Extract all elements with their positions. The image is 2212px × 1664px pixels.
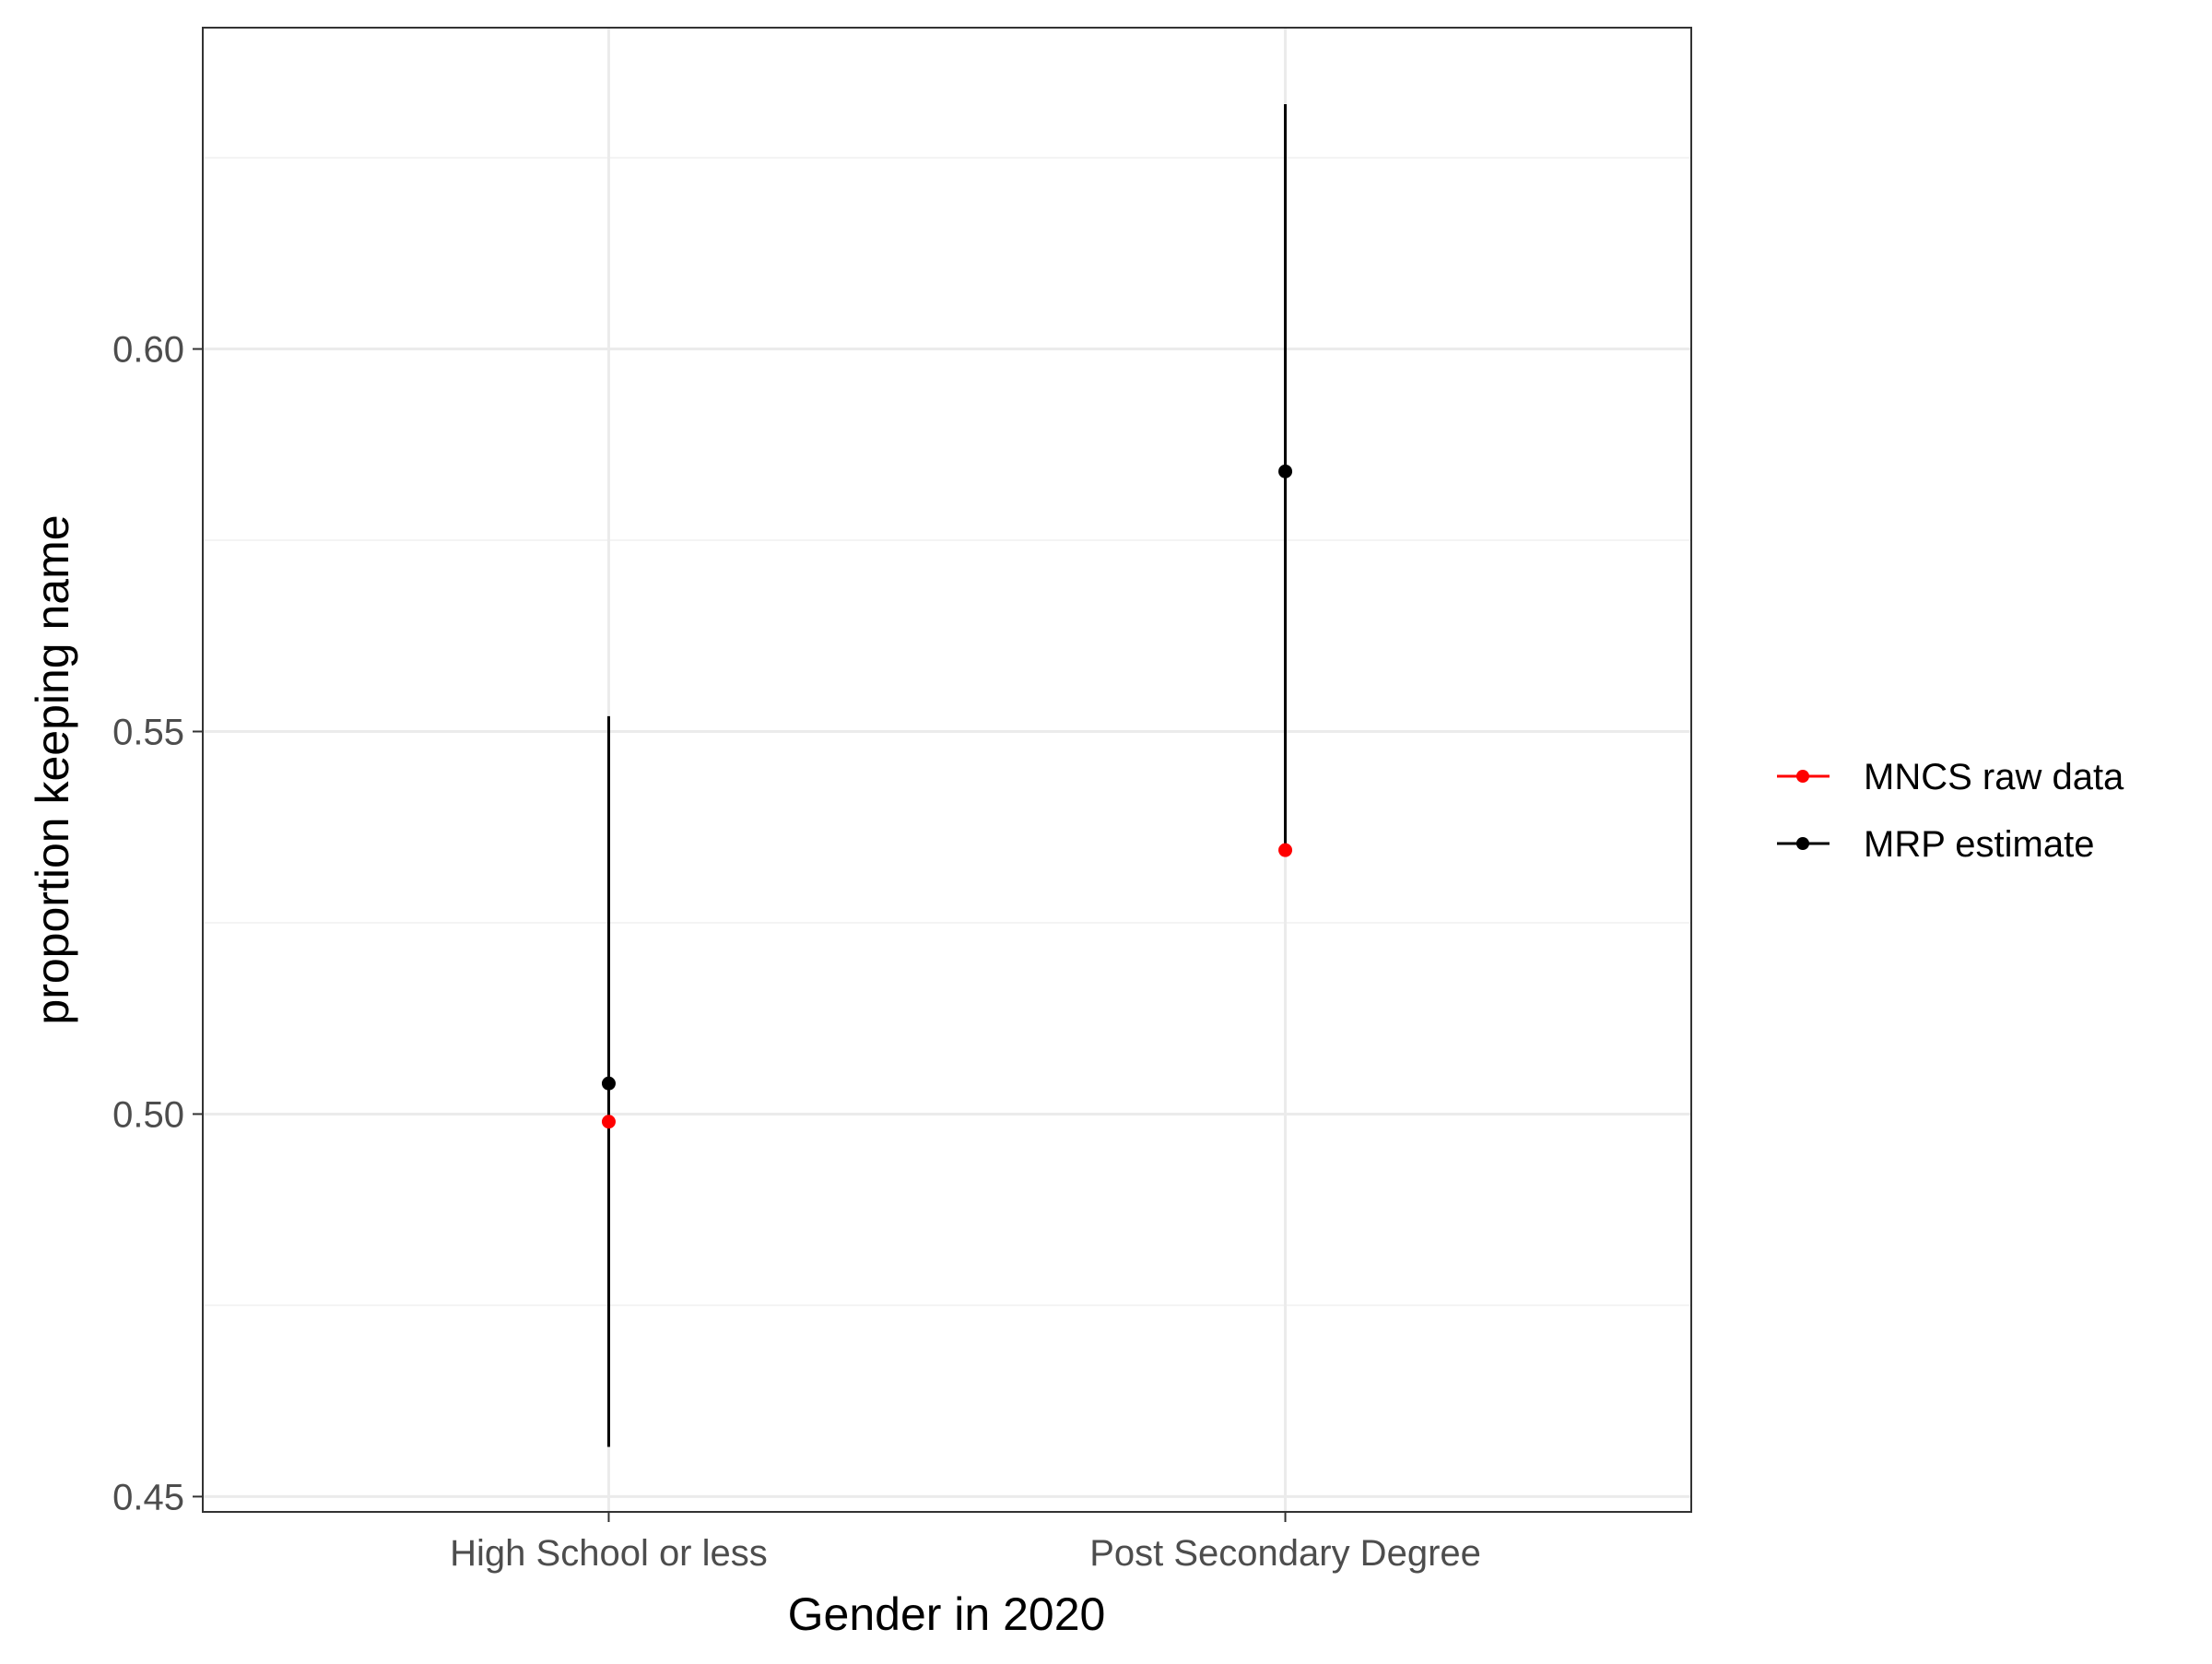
mrp-point-1 (1278, 464, 1293, 478)
plot-border (202, 27, 1692, 1513)
y-tick-label-2: 0.55 (112, 713, 184, 753)
x-tick-label-0: High School or less (450, 1533, 768, 1574)
y-axis-title: proportion keeping name (27, 514, 78, 1024)
plot-panel (203, 28, 1691, 1512)
legend-item-mrp-estimate: MRP estimate (1777, 824, 2094, 865)
x-tick-label-1: Post Secondary Degree (1089, 1533, 1481, 1574)
y-tick-label-0: 0.45 (112, 1477, 184, 1517)
y-tick-label-1: 0.50 (112, 1094, 184, 1135)
legend-label-mncs: MNCS raw data (1864, 757, 2124, 797)
mncs-point-1 (1278, 843, 1293, 857)
x-axis-title: Gender in 2020 (788, 1588, 1106, 1640)
mncs-point-0 (601, 1115, 616, 1129)
y-tick-label-3: 0.60 (112, 330, 184, 371)
mrp-point-0 (601, 1076, 616, 1091)
axes: 0.45 0.50 0.55 0.60 High School or less Post … (112, 330, 1481, 1574)
legend-key-point-mncs (1796, 770, 1809, 783)
marks (601, 103, 1293, 1447)
legend-item-mncs-raw-data: MNCS raw data (1777, 757, 2124, 797)
legend-key-point-mrp (1796, 837, 1809, 850)
legend-label-mrp: MRP estimate (1864, 824, 2094, 865)
legend: MNCS raw data MRP estimate (1777, 757, 2124, 865)
